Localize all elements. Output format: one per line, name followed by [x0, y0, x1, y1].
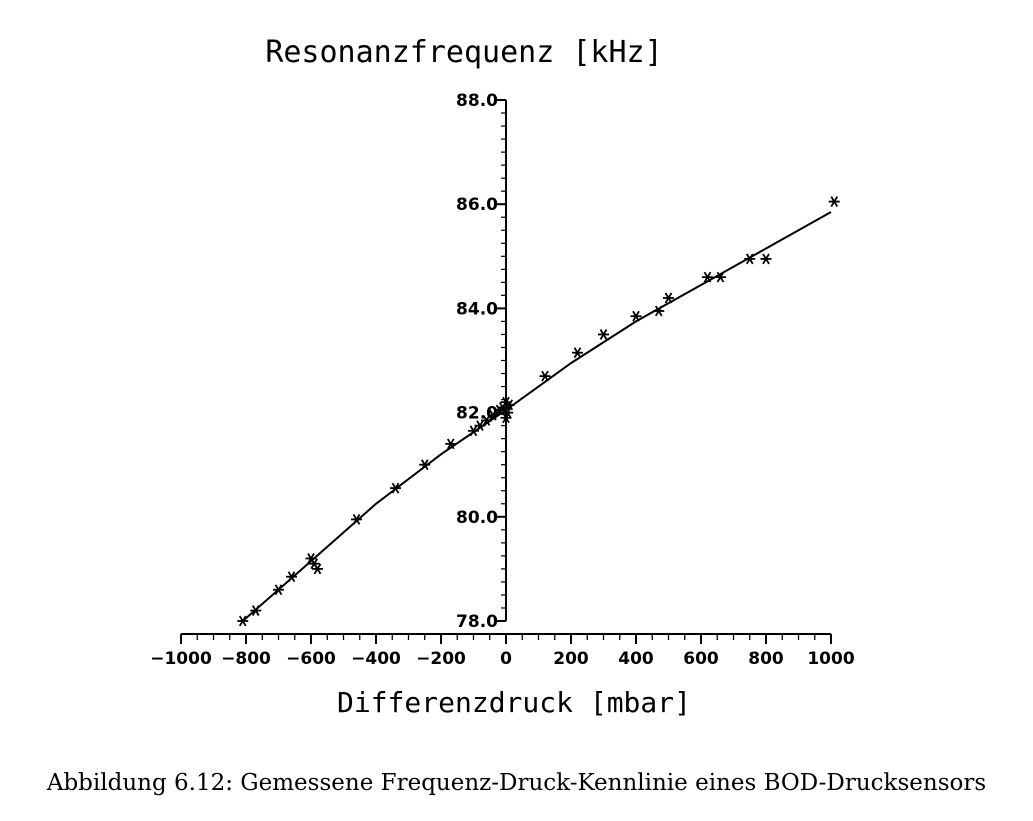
- data-point: [539, 370, 551, 382]
- x-tick-label: −200: [416, 649, 466, 669]
- data-point: [702, 271, 713, 283]
- data-point: [445, 438, 457, 450]
- y-tick-label: 88.0: [456, 91, 498, 111]
- data-point: [312, 563, 323, 575]
- x-tick-label: −400: [351, 649, 401, 669]
- x-tick-label: 400: [618, 649, 654, 669]
- asterisk-stroke: [476, 420, 484, 432]
- data-point: [468, 425, 479, 437]
- asterisk-stroke: [745, 253, 754, 265]
- asterisk-stroke: [703, 271, 712, 283]
- y-tick-label: 84.0: [456, 299, 498, 319]
- asterisk-stroke: [716, 271, 725, 283]
- data-point: [744, 253, 756, 265]
- data-point: [390, 482, 401, 494]
- asterisk-stroke: [446, 438, 455, 450]
- data-point: [760, 253, 772, 265]
- y-tick-label: 86.0: [456, 195, 498, 215]
- data-point: [273, 584, 284, 596]
- chart: −1000 −800 −600 −400 −200 0 200 400 600 800 1000 78…: [150, 35, 855, 719]
- asterisk-stroke: [664, 292, 673, 304]
- data-point: [286, 571, 297, 583]
- asterisk-stroke: [313, 563, 322, 575]
- data-point: [663, 292, 674, 304]
- data-point: [653, 305, 665, 317]
- asterisk-stroke: [489, 409, 497, 421]
- data-point: [250, 605, 262, 616]
- data-point: [572, 347, 583, 359]
- figure-caption: Abbildung 6.12: Gemessene Frequenz-Druck…: [46, 770, 987, 796]
- x-tick-label: 0: [500, 649, 512, 669]
- data-point: [419, 459, 431, 471]
- x-tick-label: 600: [683, 649, 719, 669]
- asterisk-stroke: [310, 558, 319, 570]
- asterisk-stroke: [352, 513, 361, 525]
- asterisk-stroke: [391, 482, 400, 494]
- asterisk-stroke: [274, 584, 283, 596]
- y-axis-label: Resonanzfrequenz [kHz]: [265, 35, 662, 70]
- asterisk-stroke: [632, 310, 640, 322]
- data-points: [237, 196, 840, 627]
- asterisk-stroke: [251, 605, 260, 616]
- asterisk-stroke: [287, 571, 296, 583]
- data-point: [598, 329, 609, 340]
- data-point: [487, 409, 499, 421]
- y-tick-label: 80.0: [456, 508, 498, 528]
- x-tick-label: −800: [221, 649, 271, 669]
- asterisk-stroke: [505, 399, 514, 411]
- data-point: [503, 399, 515, 411]
- x-tick-label: 800: [748, 649, 784, 669]
- data-point: [481, 414, 492, 426]
- x-tick-label: 200: [553, 649, 589, 669]
- data-point: [715, 271, 726, 283]
- x-tick-label: −600: [286, 649, 336, 669]
- asterisk-stroke: [307, 553, 315, 564]
- data-point: [828, 196, 840, 208]
- data-point: [474, 420, 486, 432]
- asterisk-stroke: [573, 347, 582, 359]
- asterisk-stroke: [420, 459, 429, 471]
- asterisk-stroke: [482, 414, 491, 426]
- fit-line-group: [242, 211, 832, 622]
- x-tick-label: 1000: [807, 649, 854, 669]
- data-point: [237, 615, 249, 627]
- asterisk-stroke: [654, 305, 663, 317]
- y-tick-label: 78.0: [456, 612, 498, 632]
- data-point: [351, 513, 362, 525]
- x-axis-label: Differenzdruck [mbar]: [337, 686, 691, 719]
- asterisk-stroke: [830, 196, 839, 208]
- fit-line: [242, 211, 832, 622]
- asterisk-stroke: [238, 615, 247, 627]
- data-point: [630, 310, 642, 322]
- x-tick-label: −1000: [150, 649, 212, 669]
- asterisk-stroke: [541, 370, 549, 382]
- asterisk-stroke: [469, 425, 478, 437]
- asterisk-stroke: [762, 253, 770, 265]
- asterisk-stroke: [503, 407, 512, 419]
- asterisk-stroke: [599, 329, 608, 340]
- axes: −1000 −800 −600 −400 −200 0 200 400 600 800 1000 78…: [150, 91, 855, 669]
